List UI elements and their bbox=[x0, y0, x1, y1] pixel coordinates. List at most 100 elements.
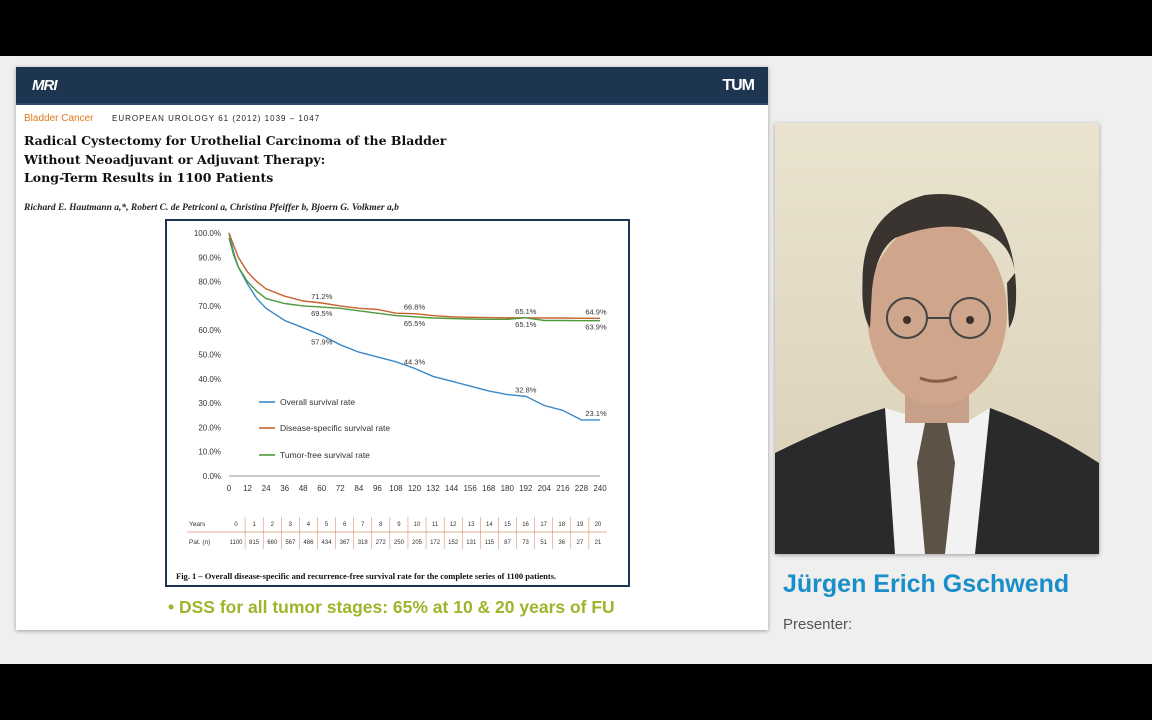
journal-reference: EUROPEAN UROLOGY 61 (2012) 1039 – 1047 bbox=[112, 114, 321, 123]
legend-label: Overall survival rate bbox=[280, 397, 355, 407]
data-label: 57.9% bbox=[311, 337, 333, 346]
data-label: 65.1% bbox=[515, 307, 537, 316]
key-point-bullet: • DSS for all tumor stages: 65% at 10 & … bbox=[168, 597, 615, 617]
x-tick-label: 108 bbox=[389, 484, 403, 493]
table-patient-cell: 1100 bbox=[230, 540, 244, 546]
table-year-cell: 3 bbox=[289, 522, 293, 528]
presenter-role: Presenter: bbox=[783, 616, 853, 633]
table-year-cell: 14 bbox=[486, 522, 493, 528]
table-year-cell: 0 bbox=[234, 522, 238, 528]
legend-label: Tumor-free survival rate bbox=[280, 450, 370, 460]
table-year-cell: 8 bbox=[379, 522, 383, 528]
paper-authors: Richard E. Hautmann a,*, Robert C. de Pe… bbox=[24, 203, 399, 213]
paper-title: Radical Cystectomy for Urothelial Carcin… bbox=[24, 132, 544, 188]
table-row-label: Pat. (n) bbox=[189, 539, 210, 546]
x-tick-label: 204 bbox=[538, 484, 552, 493]
y-tick-label: 10.0% bbox=[198, 448, 221, 457]
data-label: 66.8% bbox=[404, 303, 426, 312]
slide: MRI TUM Bladder Cancer EUROPEAN UROLOGY … bbox=[16, 67, 768, 630]
journal-line: Bladder Cancer EUROPEAN UROLOGY 61 (2012… bbox=[24, 113, 320, 124]
table-year-cell: 5 bbox=[325, 522, 329, 528]
y-tick-label: 70.0% bbox=[198, 302, 221, 311]
table-patient-cell: 131 bbox=[466, 540, 477, 546]
slide-header: MRI TUM bbox=[16, 67, 768, 105]
mri-logo: MRI bbox=[32, 77, 57, 94]
table-patient-cell: 21 bbox=[595, 540, 602, 546]
x-tick-label: 192 bbox=[519, 484, 533, 493]
table-patient-cell: 87 bbox=[504, 540, 511, 546]
data-label: 71.2% bbox=[311, 292, 333, 301]
table-patient-cell: 660 bbox=[267, 540, 278, 546]
table-patient-cell: 73 bbox=[522, 540, 529, 546]
data-label: 64.9% bbox=[585, 307, 607, 316]
table-patient-cell: 27 bbox=[577, 540, 584, 546]
table-patient-cell: 815 bbox=[249, 540, 260, 546]
table-year-cell: 2 bbox=[271, 522, 275, 528]
table-patient-cell: 51 bbox=[540, 540, 547, 546]
y-tick-label: 40.0% bbox=[198, 375, 221, 384]
y-tick-label: 30.0% bbox=[198, 399, 221, 408]
data-label: 32.8% bbox=[515, 385, 537, 394]
x-tick-label: 36 bbox=[280, 484, 289, 493]
table-patient-cell: 367 bbox=[340, 540, 351, 546]
y-tick-label: 50.0% bbox=[198, 351, 221, 360]
table-year-cell: 13 bbox=[468, 522, 475, 528]
x-tick-label: 144 bbox=[445, 484, 459, 493]
table-patient-cell: 486 bbox=[303, 540, 314, 546]
table-year-cell: 1 bbox=[252, 522, 256, 528]
x-tick-label: 132 bbox=[426, 484, 440, 493]
data-label: 69.5% bbox=[311, 309, 333, 318]
data-label: 65.1% bbox=[515, 320, 537, 329]
x-tick-label: 240 bbox=[593, 484, 607, 493]
table-patient-cell: 434 bbox=[322, 540, 333, 546]
data-label: 65.5% bbox=[404, 319, 426, 328]
series-line-2 bbox=[228, 237, 600, 322]
table-year-cell: 20 bbox=[595, 522, 602, 528]
data-label: 63.9% bbox=[585, 323, 607, 332]
survival-figure: 0.0% 10.0% 20.0% 30.0% 40.0% 50.0% 60.0% 70.0% 8… bbox=[165, 219, 630, 587]
x-tick-label: 96 bbox=[373, 484, 382, 493]
presenter-portrait bbox=[775, 123, 1099, 554]
x-tick-label: 24 bbox=[262, 484, 271, 493]
x-tick-label: 216 bbox=[556, 484, 570, 493]
y-tick-label: 20.0% bbox=[198, 423, 221, 432]
x-tick-label: 60 bbox=[317, 484, 326, 493]
tum-logo: TUM bbox=[722, 77, 755, 94]
presenter-photo bbox=[775, 123, 1099, 554]
table-year-cell: 16 bbox=[522, 522, 529, 528]
table-year-cell: 11 bbox=[432, 522, 439, 528]
data-label: 44.3% bbox=[404, 357, 426, 366]
y-tick-label: 80.0% bbox=[198, 278, 221, 287]
table-patient-cell: 567 bbox=[285, 540, 296, 546]
table-year-cell: 19 bbox=[577, 522, 584, 528]
x-tick-label: 228 bbox=[575, 484, 589, 493]
paper-title-line: Long-Term Results in 1100 Patients bbox=[24, 170, 274, 185]
x-tick-label: 0 bbox=[227, 484, 232, 493]
video-stage: MRI TUM Bladder Cancer EUROPEAN UROLOGY … bbox=[0, 56, 1152, 664]
x-tick-label: 168 bbox=[482, 484, 496, 493]
table-year-cell: 12 bbox=[450, 522, 457, 528]
paper-title-line: Without Neoadjuvant or Adjuvant Therapy: bbox=[24, 151, 326, 167]
table-year-cell: 4 bbox=[307, 522, 311, 528]
table-patient-cell: 172 bbox=[430, 540, 441, 546]
y-tick-label: 60.0% bbox=[198, 326, 221, 335]
x-tick-label: 180 bbox=[501, 484, 515, 493]
table-patient-cell: 115 bbox=[485, 540, 495, 546]
paper-title-line: Radical Cystectomy for Urothelial Carcin… bbox=[24, 133, 447, 148]
x-tick-label: 156 bbox=[463, 484, 477, 493]
series-line-0 bbox=[228, 232, 600, 421]
x-tick-label: 12 bbox=[243, 484, 252, 493]
figure-caption: Fig. 1 – Overall disease-specific and re… bbox=[176, 571, 557, 581]
legend-label: Disease-specific survival rate bbox=[280, 423, 390, 433]
y-tick-label: 100.0% bbox=[194, 229, 221, 238]
table-year-cell: 18 bbox=[558, 522, 565, 528]
presenter-name: Jürgen Erich Gschwend bbox=[783, 570, 1070, 598]
table-year-cell: 10 bbox=[414, 522, 421, 528]
x-tick-label: 84 bbox=[354, 484, 363, 493]
table-patient-cell: 205 bbox=[412, 540, 423, 546]
x-tick-label: 48 bbox=[299, 484, 308, 493]
y-tick-label: 0.0% bbox=[203, 472, 221, 481]
table-row-label: Years bbox=[189, 521, 206, 528]
table-year-cell: 6 bbox=[343, 522, 347, 528]
table-patient-cell: 272 bbox=[376, 540, 387, 546]
